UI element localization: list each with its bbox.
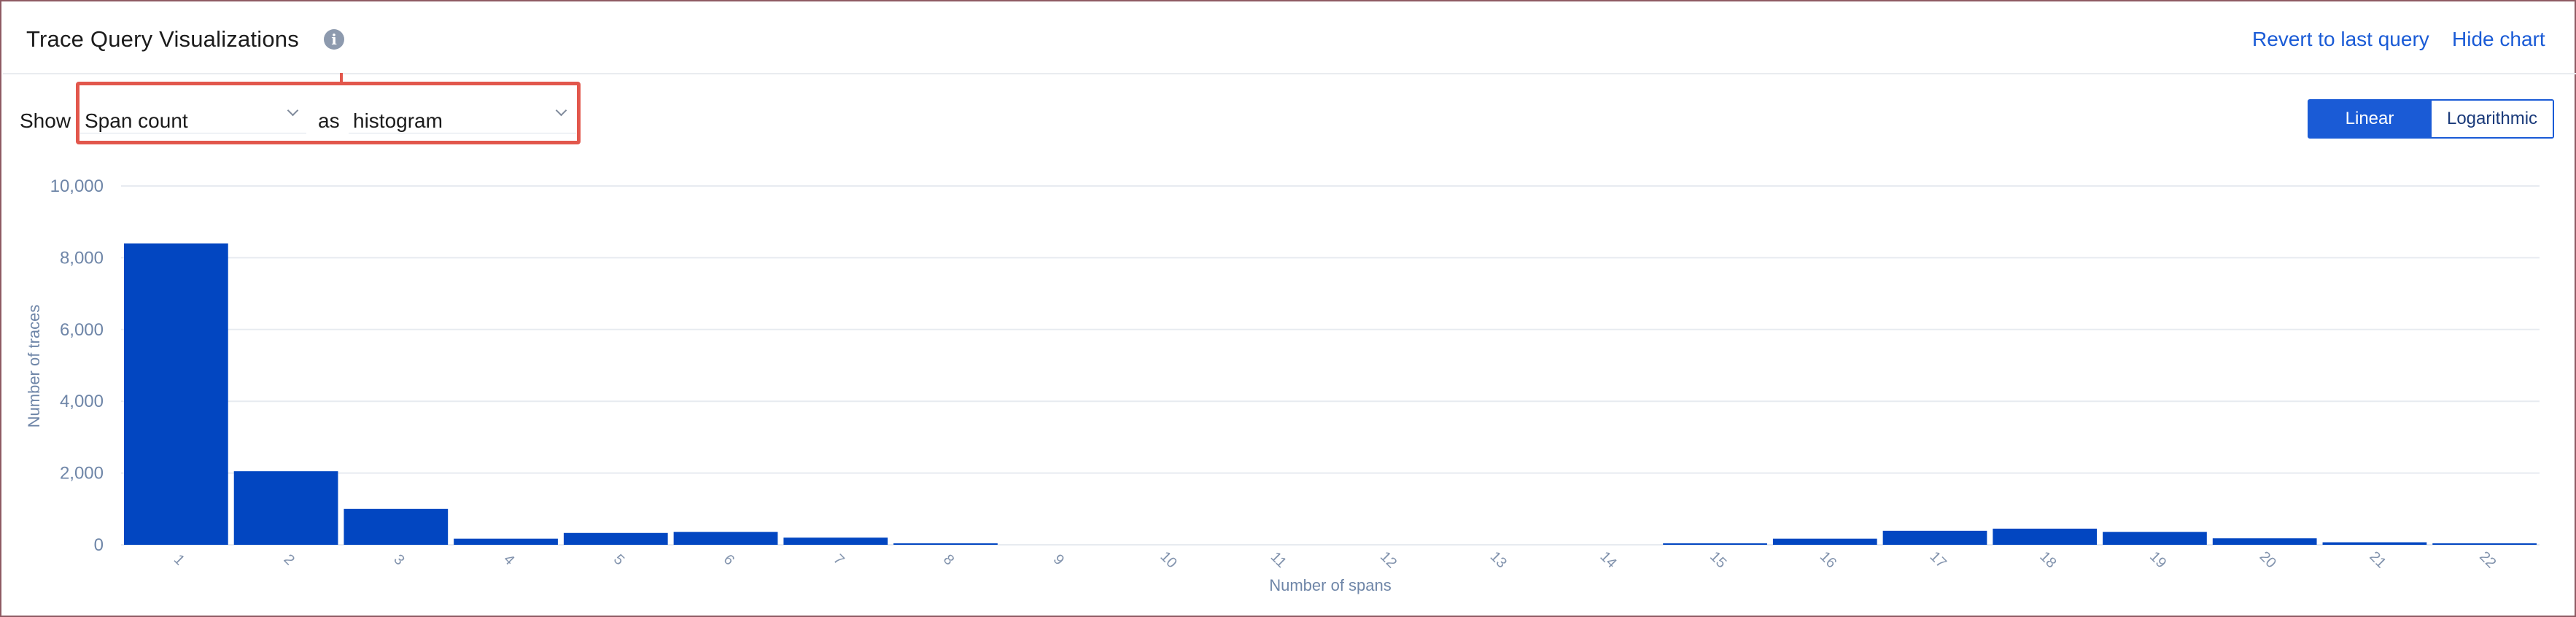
histogram-bar — [1772, 538, 1877, 545]
x-tick-label: 2 — [281, 551, 298, 568]
histogram-bar — [1663, 543, 1767, 545]
histogram-bar — [454, 538, 558, 545]
x-tick-label: 7 — [830, 551, 847, 568]
x-tick-label: 1 — [171, 551, 187, 568]
x-tick-label: 20 — [2257, 548, 2279, 571]
histogram-bar — [124, 243, 228, 545]
x-tick-label: 11 — [1268, 549, 1289, 571]
logarithmic-scale-button[interactable]: Logarithmic — [2430, 101, 2553, 137]
x-tick-label: 12 — [1377, 548, 1400, 571]
x-tick-label: 16 — [1817, 548, 1839, 571]
info-icon[interactable]: i — [324, 29, 344, 50]
x-tick-label: 9 — [1050, 551, 1067, 568]
histogram-bar — [2212, 538, 2317, 545]
visualization-select[interactable]: histogram — [349, 89, 576, 133]
panel-header: Trace Query Visualizations i Revert to l… — [3, 3, 2576, 74]
x-tick-label: 3 — [390, 551, 407, 568]
highlight-marker — [340, 73, 343, 83]
linear-scale-button[interactable]: Linear — [2309, 101, 2430, 137]
panel-title: Trace Query Visualizations — [26, 26, 299, 52]
y-tick-label: 8,000 — [60, 248, 104, 268]
x-tick-label: 21 — [2367, 548, 2389, 571]
show-label: Show — [20, 109, 71, 132]
histogram-bar — [2322, 542, 2427, 545]
x-tick-label: 13 — [1487, 548, 1510, 571]
x-tick-label: 14 — [1597, 548, 1619, 571]
x-tick-label: 10 — [1157, 548, 1180, 571]
x-tick-label: 17 — [1927, 548, 1950, 571]
x-tick-label: 5 — [610, 551, 627, 568]
y-axis-title: Number of traces — [25, 305, 43, 428]
histogram-bar — [673, 532, 778, 545]
histogram-bar — [2103, 532, 2207, 545]
y-tick-label: 0 — [94, 535, 104, 555]
y-tick-label: 2,000 — [60, 464, 104, 484]
visualization-select-value: histogram — [353, 109, 443, 132]
histogram-bar — [783, 538, 888, 545]
histogram-bar — [344, 508, 449, 545]
x-tick-label: 22 — [2476, 548, 2499, 571]
histogram-bar — [1882, 530, 1987, 545]
histogram-bar — [563, 532, 668, 545]
hide-chart-link[interactable]: Hide chart — [2452, 28, 2545, 50]
y-tick-label: 10,000 — [50, 176, 104, 196]
x-tick-label: 8 — [940, 551, 957, 568]
histogram-bar — [233, 471, 338, 545]
highlight-box — [76, 82, 581, 144]
as-label: as — [318, 109, 340, 132]
histogram-bar — [2432, 543, 2537, 545]
x-tick-label: 6 — [721, 551, 737, 568]
histogram-bar — [1993, 528, 2098, 545]
y-tick-label: 6,000 — [60, 320, 104, 340]
x-tick-label: 15 — [1707, 548, 1729, 571]
x-tick-label: 19 — [2146, 548, 2169, 571]
metric-select-value: Span count — [85, 109, 188, 132]
scale-toggle[interactable]: Linear Logarithmic — [2308, 99, 2554, 139]
x-tick-label: 4 — [500, 551, 517, 568]
x-axis-title: Number of spans — [1269, 576, 1392, 594]
y-tick-label: 4,000 — [60, 392, 104, 411]
revert-to-last-query-link[interactable]: Revert to last query — [2252, 28, 2429, 50]
histogram-bar — [893, 543, 998, 545]
x-tick-label: 18 — [2036, 548, 2059, 571]
metric-select[interactable]: Span count — [80, 89, 306, 133]
